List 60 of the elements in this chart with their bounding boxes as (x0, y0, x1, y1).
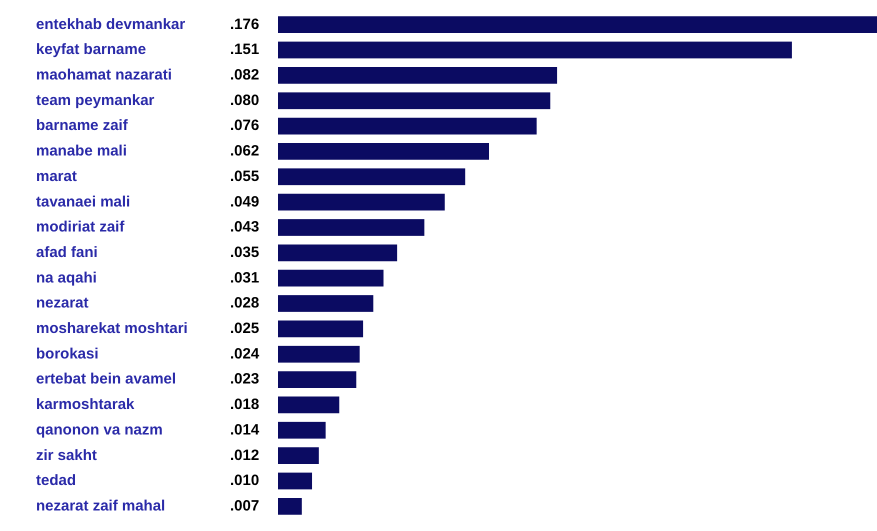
y-tick-label: maohamat nazarati (36, 66, 172, 84)
data-label: .049 (230, 193, 260, 210)
y-tick-label: borokasi (36, 345, 99, 362)
data-label: .012 (230, 446, 260, 464)
bar (278, 92, 550, 110)
data-label: .082 (230, 66, 260, 84)
bar (278, 270, 384, 287)
data-label: .007 (230, 497, 260, 514)
bar (278, 498, 302, 515)
bar (278, 67, 558, 84)
data-label: .080 (230, 92, 260, 109)
y-tick-label: ertebat bein avamel (36, 370, 176, 388)
y-tick-label: mosharekat moshtari (36, 320, 188, 338)
y-tick-label: qanonon va nazm (36, 421, 163, 438)
data-label: .023 (230, 370, 260, 388)
bar (278, 194, 445, 210)
y-tick-label: barname zaif (36, 117, 129, 134)
data-label: .151 (230, 41, 260, 58)
y-tick-label: nezarat (36, 294, 89, 312)
data-label: .014 (230, 421, 260, 438)
data-label: .035 (230, 244, 260, 261)
y-tick-label: nezarat zaif mahal (36, 497, 166, 514)
bar (278, 16, 877, 34)
data-label: .031 (230, 269, 260, 286)
bar (278, 422, 326, 439)
bar (278, 346, 360, 363)
bar (278, 244, 398, 262)
y-tick-label: manabe mali (36, 142, 127, 160)
data-label: .028 (230, 294, 260, 312)
y-tick-label: karmoshtarak (36, 396, 136, 414)
data-label: .062 (230, 142, 260, 160)
bar (278, 320, 364, 338)
data-label: .024 (230, 345, 260, 362)
y-tick-label: entekhab devmankar (36, 16, 186, 33)
bar (278, 219, 424, 236)
data-label: .176 (230, 16, 260, 33)
data-label: .055 (230, 168, 260, 185)
bar (278, 447, 319, 464)
y-tick-label: tedad (36, 472, 76, 490)
y-tick-label: zir sakht (36, 446, 97, 464)
bar (278, 168, 466, 186)
y-tick-label: team peymankar (36, 92, 155, 109)
y-tick-label: marat (36, 168, 77, 185)
data-label: .076 (230, 117, 260, 134)
y-tick-label: afad fani (36, 244, 98, 261)
data-label: .010 (230, 472, 260, 490)
data-label: .043 (230, 218, 260, 236)
bar (278, 118, 537, 134)
data-label: .025 (230, 320, 260, 338)
bar (278, 472, 312, 490)
y-tick-label: na aqahi (36, 269, 97, 286)
bar (278, 396, 340, 414)
bar (278, 371, 356, 388)
bar (278, 143, 490, 160)
y-tick-label: tavanaei mali (36, 193, 130, 210)
data-label: .018 (230, 396, 260, 414)
bar (278, 295, 374, 312)
y-tick-label: modiriat zaif (36, 218, 126, 236)
y-tick-label: keyfat barname (36, 41, 146, 58)
bar (278, 42, 792, 58)
